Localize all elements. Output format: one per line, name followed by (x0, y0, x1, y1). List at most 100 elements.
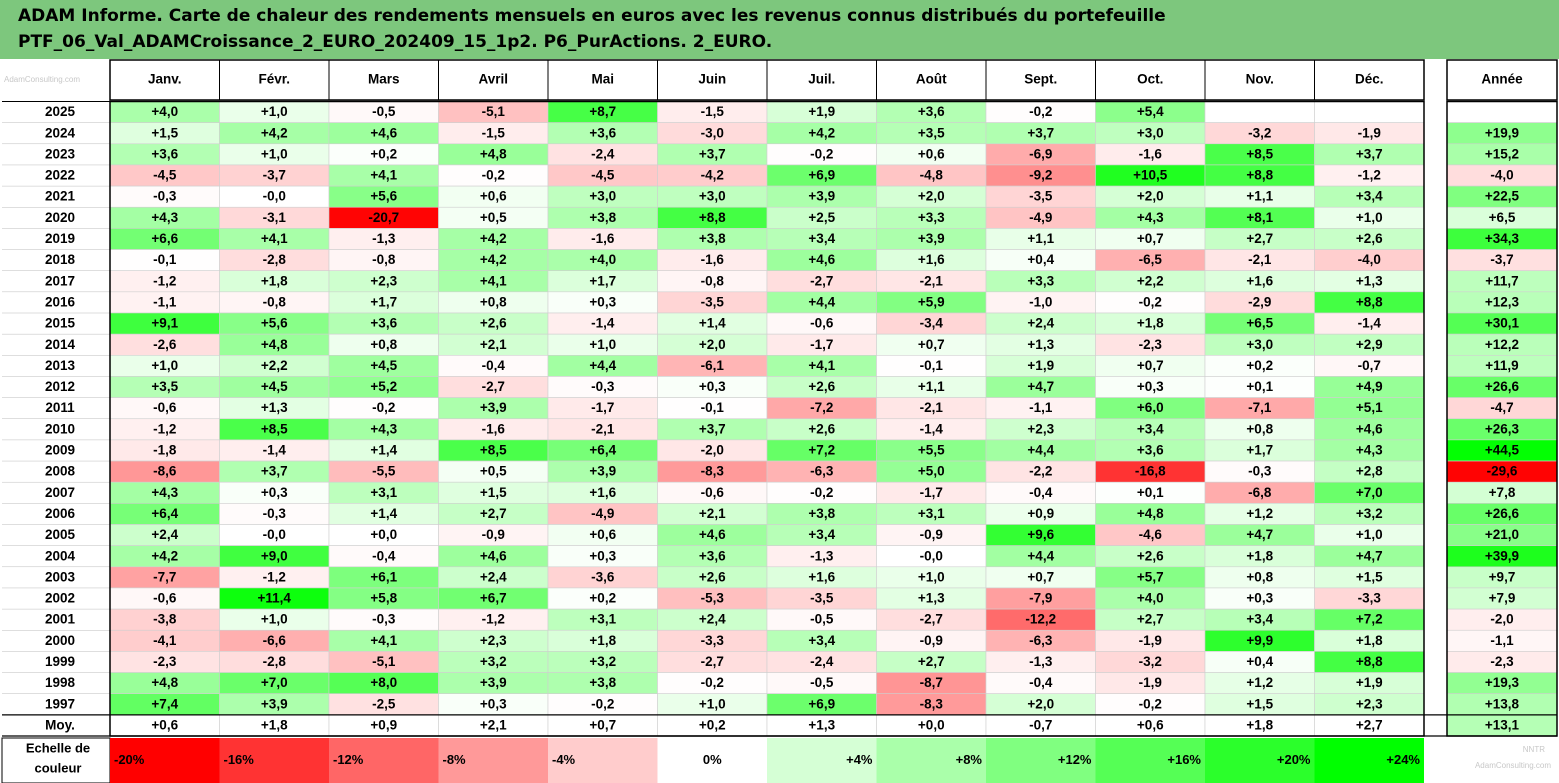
cell-value: +8,1 (1246, 210, 1273, 225)
cell-value: +7,0 (1356, 485, 1383, 500)
cell-value: +2,6 (699, 569, 726, 584)
cell-value: +5,6 (370, 189, 397, 204)
row-label-2006: 2006 (45, 506, 76, 521)
cell-value: +1,6 (808, 569, 835, 584)
cell-value: +4,2 (480, 231, 507, 246)
cell-value: -0,8 (701, 273, 725, 288)
color-scale-swatch (219, 738, 329, 783)
cell-value: -0,3 (372, 612, 396, 627)
cell-value: -0,5 (810, 675, 834, 690)
cell-value: -8,7 (920, 675, 943, 690)
cell-value: +2,0 (1027, 696, 1054, 711)
cell-value: +4,0 (1137, 591, 1164, 606)
cell-value: -6,8 (1248, 485, 1272, 500)
cell-value: +3,6 (589, 125, 616, 140)
cell-value: +2,7 (918, 654, 945, 669)
cell-value: +0,7 (918, 337, 945, 352)
cell-value: +1,7 (370, 294, 397, 309)
cell-value: -1,8 (153, 443, 177, 458)
cell-value: -1,7 (810, 337, 833, 352)
cell-value: +0,9 (1027, 506, 1054, 521)
cell-value: +4,6 (370, 125, 397, 140)
cell-value: +5,8 (370, 591, 397, 606)
column-header-7: Juil. (808, 72, 835, 87)
color-scale-stop: +8% (956, 752, 983, 767)
cell-value: +2,4 (151, 527, 178, 542)
cell-value: -0,2 (1029, 104, 1052, 119)
cell-value: +1,3 (1027, 337, 1054, 352)
cell-value: +0,6 (1137, 717, 1164, 732)
cell-value: -1,4 (920, 421, 944, 436)
year-value: +21,0 (1485, 527, 1519, 542)
column-header-5: Mai (591, 72, 614, 87)
cell-value: +8,0 (370, 675, 397, 690)
row-label-2004: 2004 (45, 548, 76, 563)
row-label-2022: 2022 (45, 168, 75, 183)
cell-value: +3,9 (589, 464, 616, 479)
cell-value: -0,2 (810, 485, 833, 500)
cell-value: +3,9 (918, 231, 945, 246)
heatmap-cell (1204, 101, 1315, 123)
cell-value: -0,0 (920, 548, 943, 563)
cell-value: +4,2 (261, 125, 288, 140)
cell-value: +1,8 (589, 633, 616, 648)
cell-value: -2,4 (810, 654, 834, 669)
cell-value: -3,1 (263, 210, 287, 225)
cell-value: +0,8 (1246, 421, 1273, 436)
cell-value: +3,3 (1027, 273, 1054, 288)
cell-value: -3,2 (1139, 654, 1162, 669)
year-value: +11,9 (1485, 358, 1518, 373)
cell-value: -0,1 (153, 252, 177, 267)
row-label-1997: 1997 (45, 696, 75, 711)
row-label-2003: 2003 (45, 569, 76, 584)
cell-value: -4,1 (153, 633, 177, 648)
cell-value: -3,3 (701, 633, 725, 648)
row-label-2007: 2007 (45, 485, 75, 500)
column-header-8: Août (916, 72, 947, 87)
cell-value: +1,3 (261, 400, 288, 415)
watermark-bottom-right-1: NNTR (1523, 745, 1545, 754)
cell-value: +3,0 (699, 189, 726, 204)
cell-value: -4,9 (591, 506, 614, 521)
cell-value: +4,8 (261, 337, 288, 352)
cell-value: +1,1 (1027, 231, 1054, 246)
cell-value: +4,3 (151, 485, 178, 500)
cell-value: -1,3 (810, 548, 834, 563)
cell-value: +3,4 (808, 633, 835, 648)
column-header-9: Sept. (1024, 72, 1057, 87)
cell-value: +8,8 (1246, 168, 1273, 183)
cell-value: +3,2 (480, 654, 507, 669)
cell-value: +0,8 (370, 337, 397, 352)
cell-value: +1,0 (918, 569, 945, 584)
chart-title-line-2: PTF_06_Val_ADAMCroissance_2_EURO_202409_… (18, 32, 773, 52)
cell-value: -9,2 (1029, 168, 1052, 183)
cell-value: +0,7 (589, 717, 616, 732)
cell-value: +9,0 (261, 548, 288, 563)
color-scale-stop: +4% (846, 752, 873, 767)
cell-value: -0,4 (482, 358, 506, 373)
cell-value: +8,8 (1356, 654, 1383, 669)
heatmap-cell (1314, 101, 1425, 123)
column-header-11: Nov. (1246, 72, 1274, 87)
cell-value: -4,0 (1358, 252, 1381, 267)
row-label-2017: 2017 (45, 273, 75, 288)
cell-value: -2,7 (920, 612, 943, 627)
cell-value: +2,3 (1027, 421, 1054, 436)
cell-value: +1,9 (1356, 675, 1383, 690)
cell-value: +4,3 (1137, 210, 1164, 225)
cell-value: -0,8 (263, 294, 287, 309)
cell-value: +4,0 (589, 252, 616, 267)
cell-value: +3,8 (808, 506, 835, 521)
year-value: +34,3 (1485, 231, 1520, 246)
color-scale-stop: +20% (1277, 752, 1311, 767)
cell-value: -0,4 (372, 548, 396, 563)
cell-value: -4,8 (920, 168, 944, 183)
cell-value: +1,8 (1246, 548, 1273, 563)
cell-value: -0,2 (701, 675, 724, 690)
cell-value: +3,1 (589, 612, 616, 627)
cell-value: -1,3 (372, 231, 396, 246)
cell-value: +9,1 (151, 316, 178, 331)
cell-value: +4,6 (480, 548, 507, 563)
row-label-2016: 2016 (45, 294, 76, 309)
color-scale-swatch (986, 738, 1096, 783)
